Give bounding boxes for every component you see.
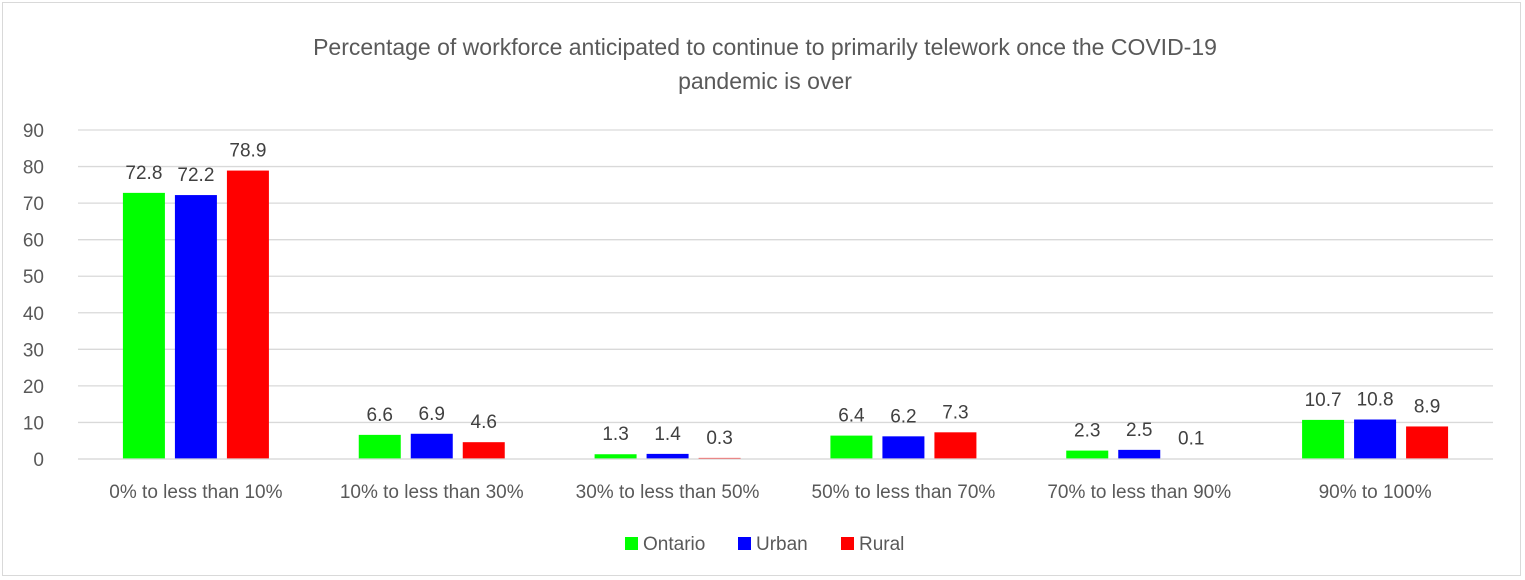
bar [410,433,453,459]
x-tick-label: 10% to less than 30% [340,482,524,503]
legend-item: Ontario [625,534,705,555]
data-label: 72.2 [177,165,214,186]
data-label: 0.3 [706,428,732,449]
y-tick-label: 10 [23,413,44,434]
chart-title-line-1: Percentage of workforce anticipated to c… [313,34,1217,60]
legend-swatch [625,537,638,550]
bar [1118,449,1161,459]
legend-item: Rural [841,534,904,555]
bar [934,432,977,459]
bar [882,436,925,459]
y-tick-label: 50 [23,267,44,288]
legend-item: Urban [738,534,808,555]
data-label: 78.9 [229,141,266,162]
legend-label: Urban [756,534,808,555]
x-tick-label: 70% to less than 90% [1047,482,1231,503]
data-label: 1.3 [602,424,628,445]
legend-label: Ontario [643,534,705,555]
bar [226,170,269,459]
x-axis: 0% to less than 10% 10% to less than 30% 3… [78,458,1493,503]
x-tick-label: 90% to 100% [1319,482,1432,503]
data-label: 10.8 [1357,390,1394,411]
bar [462,442,505,459]
bar [1354,419,1397,459]
bar [1302,419,1345,459]
gridlines [78,129,1493,460]
data-labels: 72.8 72.2 78.9 6.6 6.9 4.6 1.3 1.4 0.3 6.4 6.2 7.3 2… [125,141,1440,450]
data-label: 4.6 [471,412,497,433]
data-label: 1.4 [654,424,681,445]
data-label: 6.4 [838,406,865,427]
data-label: 7.3 [942,402,968,423]
data-label: 8.9 [1414,396,1440,417]
y-tick-label: 70 [23,194,44,215]
chart-title: Percentage of workforce anticipated to c… [313,34,1217,94]
bars [122,170,1449,459]
y-tick-label: 40 [23,304,44,325]
y-tick-label: 0 [33,450,44,471]
data-label: 6.9 [419,404,445,425]
y-tick-label: 80 [23,158,44,179]
data-label: 6.6 [367,405,393,426]
bar [1406,426,1449,459]
bar [358,434,401,459]
bar-chart: Percentage of workforce anticipated to c… [23,34,1493,555]
x-tick-label: 50% to less than 70% [812,482,996,503]
legend: Ontario Urban Rural [625,534,904,555]
legend-swatch [841,537,854,550]
y-axis: 0 10 20 30 40 50 60 70 80 90 [23,121,44,471]
bar [594,454,637,459]
data-label: 72.8 [125,163,162,184]
y-tick-label: 30 [23,340,44,361]
data-label: 6.2 [890,406,916,427]
bar [174,195,217,459]
legend-swatch [738,537,751,550]
y-tick-label: 20 [23,377,44,398]
chart-title-line-2: pandemic is over [678,68,852,94]
data-label: 10.7 [1305,390,1342,411]
bar [1066,450,1109,459]
data-label: 0.1 [1178,429,1204,450]
y-tick-label: 60 [23,231,44,252]
x-tick-label: 0% to less than 10% [109,482,282,503]
data-label: 2.3 [1074,421,1100,442]
data-label: 2.5 [1126,420,1152,441]
x-tick-label: 30% to less than 50% [576,482,760,503]
bar [646,453,689,459]
y-tick-label: 90 [23,121,44,142]
bar [122,192,165,459]
legend-label: Rural [859,534,904,555]
bar [830,435,873,459]
